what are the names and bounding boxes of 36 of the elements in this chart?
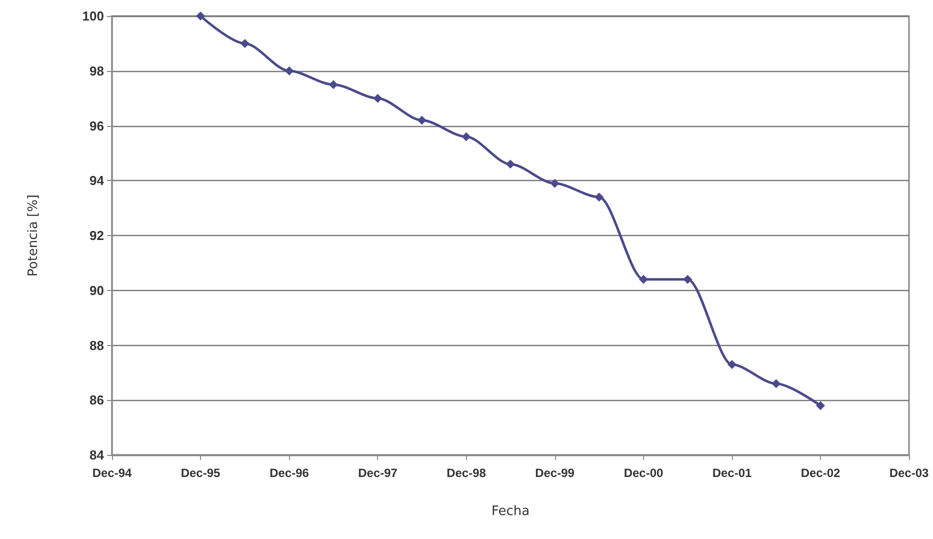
y-axis-title: Potencia [%] — [26, 194, 41, 277]
x-tick-label: Dec-94 — [92, 466, 132, 480]
point — [772, 379, 781, 388]
x-tick-label: Dec-01 — [712, 466, 752, 480]
x-tick-label: Dec-96 — [270, 466, 310, 480]
point — [550, 178, 560, 188]
point — [328, 80, 338, 90]
x-tick-label: Dec-03 — [889, 466, 930, 480]
y-tick-label: 88 — [90, 338, 104, 353]
point — [727, 360, 736, 369]
x-tick-label: Dec-00 — [624, 466, 664, 480]
point — [284, 66, 294, 76]
y-tick-label: 100 — [82, 8, 104, 24]
point — [638, 274, 648, 284]
point — [683, 274, 692, 284]
point — [506, 160, 515, 169]
y-tick-label: 86 — [90, 392, 104, 408]
x-axis-title: Fecha — [491, 504, 530, 519]
x-tick-label: Dec-95 — [180, 466, 221, 480]
x-tick-label: Dec-02 — [800, 466, 840, 480]
y-tick-label: 92 — [90, 228, 104, 243]
point — [816, 401, 825, 410]
y-tick-label: 90 — [90, 282, 104, 298]
point — [594, 192, 604, 202]
point — [196, 12, 205, 20]
y-tick-label: 96 — [90, 118, 104, 134]
y-tick-label: 84 — [90, 448, 105, 462]
x-tick-label: Dec-97 — [358, 466, 398, 480]
point — [240, 38, 250, 48]
x-tick-label: Dec-99 — [535, 466, 575, 480]
y-tick-label: 98 — [90, 63, 104, 78]
y-tick-label: 94 — [90, 173, 105, 188]
point — [373, 94, 382, 103]
x-tick-label: Dec-98 — [446, 466, 486, 480]
point — [462, 132, 471, 142]
point — [417, 116, 426, 125]
